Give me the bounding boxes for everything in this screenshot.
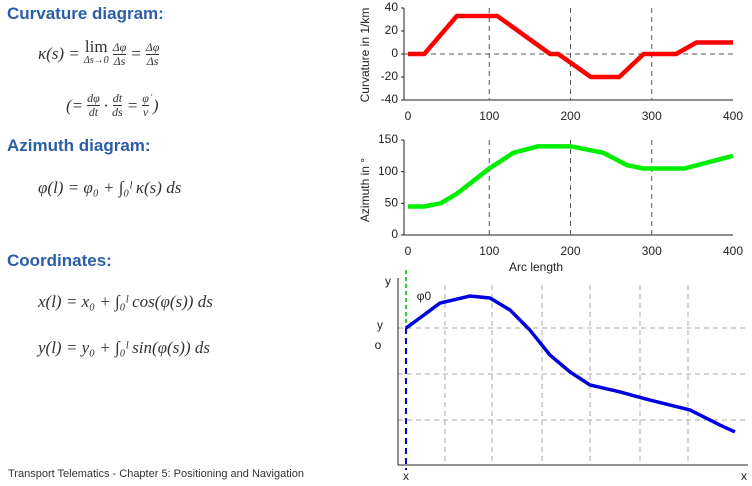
grid xyxy=(398,285,745,465)
x-tick-label: 100 xyxy=(479,109,499,123)
y-axis-label: y xyxy=(385,274,391,288)
formula-part: Δs→0 xyxy=(83,55,109,66)
y-tick-label: 40 xyxy=(385,0,399,14)
formula: y(l) = y₀ + ∫₀ˡ sin(φ(s)) ds xyxy=(38,338,210,357)
formula-part: Δφ xyxy=(112,39,127,55)
heading: Azimuth diagram: xyxy=(7,136,151,155)
x-axis-label: Arc length xyxy=(509,260,563,274)
x-tick-label: 200 xyxy=(560,109,580,123)
formula-part: dt xyxy=(112,91,123,106)
formula: φ(l) = φ₀ + ∫₀ˡ κ(s) ds xyxy=(38,178,182,197)
y-tick-label: 0 xyxy=(391,46,398,60)
formula-part: dt xyxy=(88,105,99,119)
footer: Transport Telematics - Chapter 5: Positi… xyxy=(8,468,304,480)
y-tick-label: 150 xyxy=(378,132,398,146)
x-tick-label: 100 xyxy=(479,244,499,258)
fraction: φ̇ v xyxy=(142,92,149,119)
x-tick-label: 200 xyxy=(560,244,580,258)
y-axis-label: Azimuth in ° xyxy=(358,158,372,222)
fraction: dφ dt xyxy=(87,92,100,119)
formula-part: κ(s) = xyxy=(38,44,80,63)
x-tick-label: 0 xyxy=(405,244,412,258)
heading: Coordinates: xyxy=(7,251,112,270)
formula-part: ) xyxy=(152,95,159,115)
y0-label: y xyxy=(377,318,383,332)
fraction: Δφ Δs xyxy=(145,39,160,68)
formula: κ(s) = lim Δs→0 Δφ Δs = Δφ Δs xyxy=(38,37,160,68)
y-tick-label: -40 xyxy=(381,92,399,106)
formula: x(l) = x₀ + ∫₀ˡ cos(φ(s)) ds xyxy=(38,292,213,311)
heading: Curvature diagram: xyxy=(7,4,164,23)
y0-sub: o xyxy=(375,338,382,352)
y-tick-label: 20 xyxy=(385,23,399,37)
x-tick-label: 400 xyxy=(723,244,743,258)
angle-label: φ0 xyxy=(417,289,432,303)
formula-part: Δs xyxy=(113,53,126,68)
y-tick-label: 50 xyxy=(385,196,399,210)
y-axis-label: Curvature in 1/km xyxy=(358,8,372,103)
formula-part: v xyxy=(142,105,149,119)
y-tick-label: -20 xyxy=(381,69,399,83)
formula-part: = xyxy=(126,95,139,115)
data-line xyxy=(408,144,734,209)
formula-part: Δφ xyxy=(145,39,160,55)
formula-part: · xyxy=(103,95,109,115)
x-axis-label: x xyxy=(741,469,747,483)
formula-part: lim xyxy=(84,37,108,56)
x-tick-label: 400 xyxy=(723,109,743,123)
limit: lim Δs→0 xyxy=(83,37,109,68)
y-tick-label: 0 xyxy=(391,227,398,241)
x-tick-label: 300 xyxy=(642,244,662,258)
formula-part: dφ xyxy=(87,91,100,106)
formula-part: ds xyxy=(112,105,123,119)
x0-label: x xyxy=(403,469,409,483)
fraction: Δφ Δs xyxy=(112,39,127,68)
y-tick-label: 100 xyxy=(378,164,398,178)
x-tick-label: 0 xyxy=(405,109,412,123)
data-line xyxy=(408,13,733,80)
formula-part: = xyxy=(130,44,142,63)
formula-part: Δs xyxy=(146,53,159,68)
data-line xyxy=(404,294,736,434)
x-tick-label: 300 xyxy=(642,109,662,123)
fraction: dt ds xyxy=(112,92,123,119)
formula-part: (= xyxy=(66,95,84,115)
formula: (= dφ dt · dt ds = φ̇ v ) xyxy=(66,92,159,119)
formula-part: φ̇ xyxy=(142,91,149,106)
